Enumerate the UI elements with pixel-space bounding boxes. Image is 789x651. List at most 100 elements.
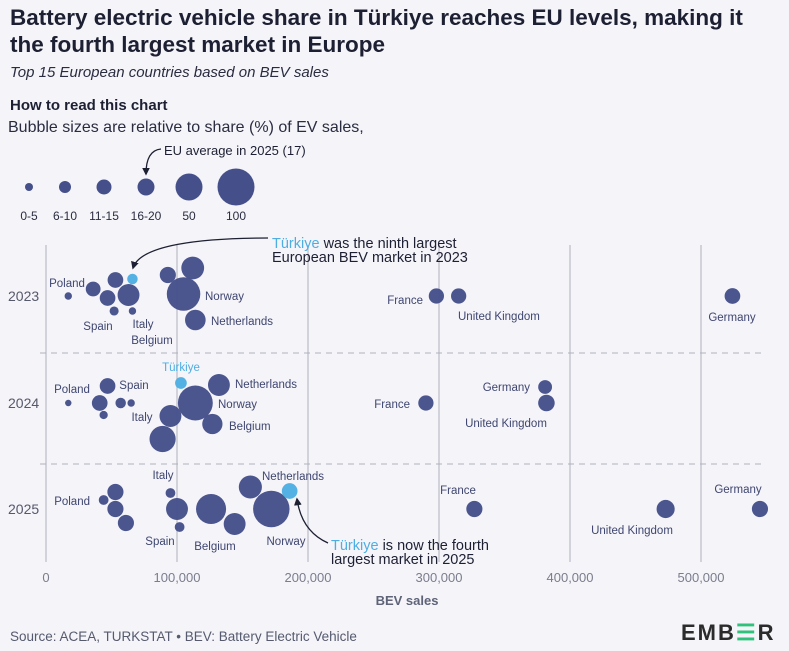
bubble-2025-poland: [98, 495, 109, 505]
bubble-label: Poland: [54, 384, 90, 396]
bubble-label: Italy: [131, 412, 152, 424]
bubble-2023-france: [428, 288, 445, 304]
bubble-2023: [99, 290, 116, 306]
bubble-label: Spain: [145, 536, 174, 548]
x-tick-label: 300,000: [416, 570, 463, 585]
annotation-2023-line2: European BEV market in 2023: [272, 250, 468, 266]
bubble-2024: [99, 410, 108, 420]
bubble-2023-poland: [64, 292, 72, 300]
bubble-label: Türkiye: [162, 362, 200, 374]
bubble-2023-netherlands: [185, 309, 206, 331]
bubble-label: Germany: [708, 312, 756, 324]
legend-bubble: [217, 168, 255, 206]
bubble-label: Italy: [152, 470, 173, 482]
bubble-2023: [117, 284, 140, 306]
row-label-2023: 2023: [8, 288, 39, 304]
bubble-2024-belgium: [202, 413, 223, 435]
legend-bubble: [137, 178, 155, 196]
legend-label: 50: [182, 209, 196, 223]
bubble-2023: [107, 272, 124, 288]
legend-description: Bubble sizes are relative to share (%) o…: [8, 119, 364, 136]
annotation-text: was the ninth largest: [320, 236, 457, 252]
bubble-2025-spain: [174, 522, 185, 532]
bubble-2023-italy: [128, 307, 137, 315]
bubble-label: Spain: [83, 321, 112, 333]
legend-heading: How to read this chart: [10, 97, 168, 114]
bubble-label: Netherlands: [235, 379, 297, 391]
legend-bubble: [96, 179, 112, 195]
bubble-2025-germany: [751, 500, 769, 518]
annotation-2023-line1: Türkiye was the ninth largest: [272, 236, 457, 252]
bubble-2024-spain: [115, 397, 126, 409]
bubble-2025-italy: [165, 488, 176, 498]
bubble-2024-poland: [65, 399, 72, 407]
bubble-label: Norway: [205, 291, 244, 303]
bubble-2025: [117, 514, 134, 532]
x-axis-label: BEV sales: [376, 593, 439, 608]
bubble-label: Belgium: [194, 541, 236, 553]
bubble-2025: [107, 500, 124, 518]
x-tick-label: 500,000: [678, 570, 725, 585]
bubble-label: Netherlands: [211, 316, 273, 328]
bubble-2024-italy: [127, 399, 135, 407]
legend-bubble: [59, 181, 71, 193]
bubble-2023: [181, 256, 205, 280]
bubble-2024-netherlands: [207, 374, 230, 396]
bubble-label: Italy: [132, 319, 153, 331]
bubble-2024: [99, 378, 116, 394]
chart-subtitle: Top 15 European countries based on BEV s…: [10, 64, 329, 81]
annotation-highlight: Türkiye: [272, 236, 320, 252]
bubble-label: Spain: [119, 380, 148, 392]
bubble-label: Poland: [54, 496, 90, 508]
bubble-label: Belgium: [229, 421, 271, 433]
bubble-2023-united-kingdom: [451, 288, 467, 304]
eu-average-arrow: [142, 148, 162, 176]
bubble-label: United Kingdom: [591, 525, 673, 537]
annotation-2025-line1: Türkiye is now the fourth: [331, 538, 489, 554]
source-note: Source: ACEA, TURKSTAT • BEV: Battery El…: [10, 629, 357, 644]
bubble-2024-norway: [177, 385, 213, 421]
bubble-2023-germany: [724, 288, 741, 304]
eu-average-note: EU average in 2025 (17): [164, 143, 306, 158]
bubble-2025: [166, 498, 188, 520]
bubble-2023-spain: [109, 306, 119, 316]
bubble-2025-france: [466, 500, 483, 518]
bubble-label: France: [387, 295, 423, 307]
bubble-label: Norway: [218, 399, 257, 411]
legend-label: 16-20: [131, 209, 162, 223]
bubble-2025-netherlands: [238, 475, 262, 499]
bubble-2023-norway: [166, 277, 201, 311]
annotation-text: is now the fourth: [379, 538, 489, 554]
bubble-2025: [107, 483, 124, 501]
bubble-2025: [196, 493, 227, 525]
annotation-2025-line2: largest market in 2025: [331, 552, 474, 568]
legend-label: 11-15: [89, 209, 119, 223]
bubble-2025: [281, 483, 298, 499]
bubble-2024-germany: [538, 380, 553, 394]
bubble-label: United Kingdom: [465, 418, 547, 430]
bubble-2024-t-rkiye: [175, 377, 187, 389]
bubble-label: Norway: [267, 536, 306, 548]
bubble-2023-belgium: [159, 266, 176, 284]
bubble-2025-united-kingdom: [656, 499, 675, 519]
x-tick-label: 200,000: [285, 570, 332, 585]
bubble-2024: [159, 405, 182, 427]
row-label-2024: 2024: [8, 395, 39, 411]
chart-title: Battery electric vehicle share in Türkiy…: [10, 5, 743, 57]
bubble-2025-norway: [253, 490, 290, 528]
bubble-2024: [91, 395, 108, 411]
legend-label: 6-10: [53, 209, 77, 223]
bubble-2023: [127, 273, 138, 285]
legend-bubble: [175, 173, 203, 201]
annotation-2025-arrow: [294, 497, 329, 544]
ember-logo: EMB☰R: [681, 620, 776, 645]
x-tick-label: 0: [42, 570, 49, 585]
bubble-2025-belgium: [223, 513, 246, 535]
bubble-label: Netherlands: [262, 471, 324, 483]
annotation-2023-arrow: [131, 237, 269, 270]
legend-bubble: [25, 183, 33, 191]
legend-label: 100: [226, 209, 246, 223]
bubble-label: Germany: [483, 382, 531, 394]
bubble-label: France: [440, 485, 476, 497]
bubble-2024-united-kingdom: [538, 394, 555, 412]
